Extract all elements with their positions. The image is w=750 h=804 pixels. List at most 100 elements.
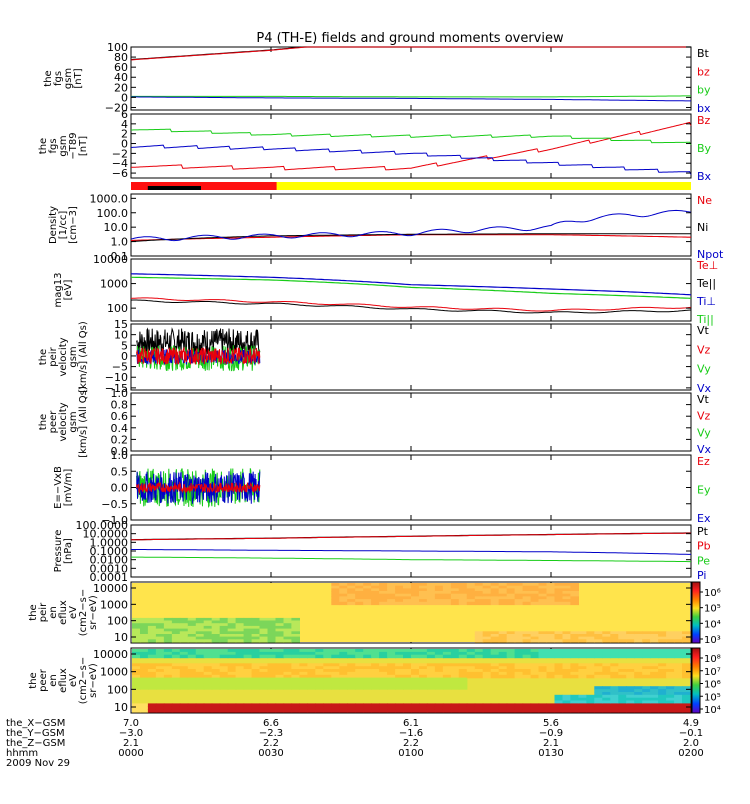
peer_spec-spectrogram-cell — [251, 671, 261, 676]
peer_spec-spectrogram-cell — [594, 669, 603, 673]
peer_spec-spectrogram-cell — [203, 649, 213, 653]
peer_spec-spectrogram-cell — [379, 671, 388, 676]
peer_spec-spectrogram-cell — [243, 651, 253, 656]
peer_spec-spectrogram-cell — [323, 686, 332, 690]
peer_spec-spectrogram-cell — [315, 651, 324, 656]
peer_spec-spectrogram-cell — [299, 666, 308, 670]
peer_spec-spectrogram-cell — [331, 677, 340, 682]
peer_spec-spectrogram-cell — [291, 680, 300, 684]
peer_spec-spectrogram-cell — [490, 654, 500, 659]
peir_spec-spectrogram-cell — [442, 585, 452, 589]
peer_spec-spectrogram-cell — [666, 669, 675, 673]
fgs_t89-ytick-label: −4 — [112, 157, 128, 170]
peer_spec-spectrogram-cell — [291, 671, 300, 676]
peer_spec-spectrogram-cell — [267, 709, 277, 713]
fgs_t89-ylabel: the — [38, 138, 49, 154]
peer_spec-spectrogram-cell — [658, 674, 667, 679]
peer_spec-spectrogram-cell — [618, 703, 627, 707]
peer_spec-spectrogram-cell — [618, 663, 627, 667]
peir_spec-spectrogram-cell — [283, 620, 293, 624]
peer_spec-spectrogram-cell — [235, 674, 245, 679]
peer_spec-spectrogram-cell — [610, 674, 619, 679]
peir_spec-spectrogram-cell — [219, 620, 229, 624]
peir_spec-spectrogram-cell — [163, 623, 173, 627]
peer_spec-spectrogram-cell — [626, 651, 635, 656]
peir_spec-spectrogram-cell — [482, 599, 492, 603]
peer_spec-spectrogram-cell — [140, 671, 149, 676]
peir_spec-spectrogram-cell — [187, 620, 197, 624]
peer_spec-spectrogram-cell — [458, 683, 468, 687]
peir_spec-spectrogram-cell — [379, 596, 388, 600]
peir_spec-spectrogram-cell — [554, 634, 564, 638]
peir_spec-spectrogram-cell — [347, 591, 356, 595]
peir_spec-spectrogram-cell — [458, 596, 468, 600]
peer_spec-spectrogram-cell — [602, 697, 611, 702]
peer_spec-spectrogram-cell — [195, 677, 205, 682]
peir_spec-spectrogram-cell — [203, 631, 213, 635]
peer_spec-spectrogram-cell — [147, 674, 157, 679]
peer_spec-spectrogram-cell — [331, 674, 340, 679]
peer_spec-spectrogram-cell — [610, 686, 619, 690]
peir_spec-spectrogram-cell — [498, 591, 508, 595]
peer_spec-spectrogram-cell — [586, 709, 595, 713]
temp-series-Te_par — [130, 299, 692, 314]
peir_spec-spectrogram-cell — [140, 634, 149, 638]
peer_spec-spectrogram-cell — [498, 669, 508, 673]
peer_spec-spectrogram-cell — [132, 680, 141, 684]
peer_spec-spectrogram-cell — [570, 709, 579, 713]
peer_spec-spectrogram-cell — [267, 680, 277, 684]
peir_spec-spectrogram-cell — [674, 639, 683, 643]
peer_spec-spectrogram-cell — [610, 694, 619, 699]
peir_spec-spectrogram-cell — [442, 591, 452, 595]
peer_spec-spectrogram-cell — [140, 709, 149, 713]
peer_spec-spectrogram-cell — [650, 651, 659, 656]
peer_spec-spectrogram-cell — [562, 674, 572, 679]
peer_spec-spectrogram-cell — [243, 654, 253, 659]
peer_spec-spectrogram-cell — [347, 669, 356, 673]
peer_spec-spectrogram-cell — [618, 649, 627, 653]
peir_spec-spectrogram-cell — [339, 585, 348, 589]
peer_spec-spectrogram-cell — [203, 669, 213, 673]
peer_spec-spectrogram-cell — [275, 703, 285, 707]
peer_spec-spectrogram-cell — [363, 666, 372, 670]
peer_spec-spectrogram-cell — [450, 663, 460, 667]
peer_spec-spectrogram-cell — [658, 700, 667, 704]
peir_spec-spectrogram-cell — [546, 585, 556, 589]
peer_spec-spectrogram-cell — [506, 671, 516, 676]
peir_spec-spectrogram-cell — [219, 634, 229, 638]
peer_vel-ylabel: the — [38, 414, 49, 430]
peer_spec-spectrogram-cell — [626, 694, 635, 699]
peer_spec-spectrogram-cell — [195, 649, 205, 653]
peer_spec-spectrogram-cell — [626, 666, 635, 670]
peer_spec-spectrogram-cell — [299, 663, 308, 667]
peer_spec-spectrogram-cell — [674, 706, 683, 710]
peer_spec-spectrogram-cell — [674, 694, 683, 699]
peer_spec-spectrogram-cell — [546, 654, 556, 659]
peer_spec-spectrogram-cell — [187, 709, 197, 713]
peir_spec-spectrogram-cell — [163, 634, 173, 638]
peir_spec-spectrogram-cell — [562, 634, 572, 638]
peer_spec-spectrogram-cell — [203, 686, 213, 690]
peir_spec-spectrogram-cell — [554, 596, 564, 600]
peir_spec-spectrogram-cell — [403, 583, 412, 587]
peer_spec-spectrogram-cell — [323, 666, 332, 670]
peir_spec-spectrogram-cell — [379, 599, 388, 603]
peer_spec-spectrogram-cell — [482, 706, 492, 710]
peer_spec-spectrogram-cell — [578, 666, 587, 670]
peer_spec-spectrogram-cell — [554, 654, 564, 659]
peer_spec-spectrogram-cell — [658, 709, 667, 713]
peer_spec-spectrogram-cell — [195, 651, 205, 656]
peir_spec-spectrogram-cell — [291, 636, 300, 640]
peir_spec-spectrogram-cell — [235, 631, 245, 635]
peer_spec-spectrogram-cell — [132, 706, 141, 710]
peer_spec-spectrogram-cell — [466, 709, 476, 713]
peir_spec-spectrogram-cell — [267, 628, 277, 632]
peir_spec-spectrogram-cell — [171, 628, 181, 632]
peir_spec-spectrogram-cell — [403, 591, 412, 595]
peir_spec-spectrogram-cell — [538, 588, 548, 592]
peer_spec-spectrogram-cell — [658, 686, 667, 690]
peer_spec-spectrogram-cell — [482, 663, 492, 667]
peir_spec-spectrogram-cell — [171, 634, 181, 638]
peir_spec-spectrogram-cell — [267, 617, 277, 622]
peer_spec-spectrogram-cell — [650, 706, 659, 710]
